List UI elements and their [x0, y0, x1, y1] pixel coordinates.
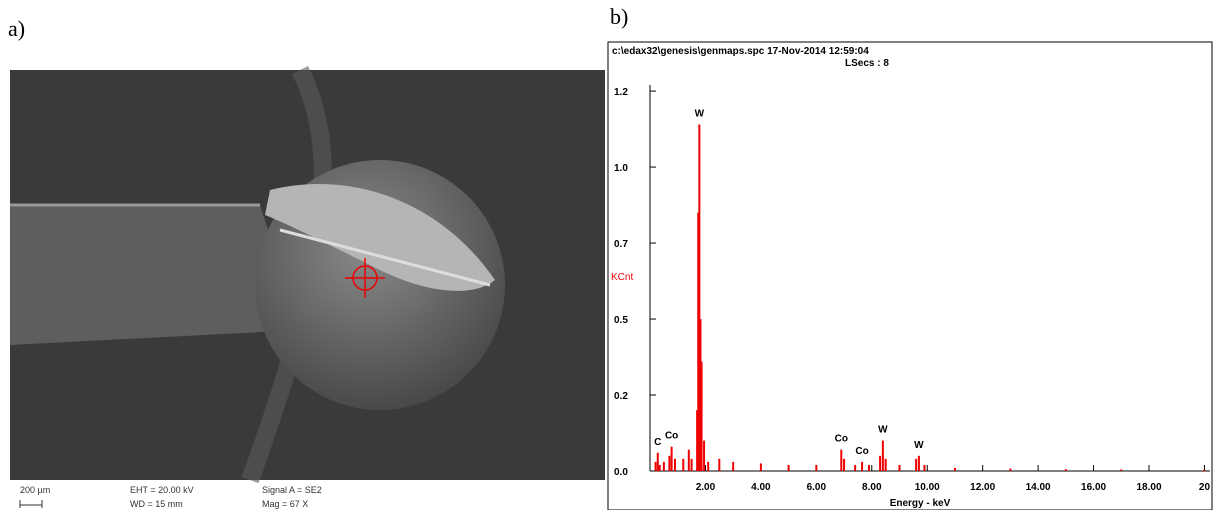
x-tick-label: 2.00: [696, 482, 716, 493]
peak-label: Co: [665, 431, 678, 442]
chart-title: c:\edax32\genesis\genmaps.spc 17-Nov-201…: [612, 46, 869, 57]
x-tick-label: 18.00: [1136, 482, 1161, 493]
chart-subtitle: LSecs : 8: [845, 58, 889, 69]
x-tick-label: 10.00: [915, 482, 940, 493]
scale-bar-label: 200 µm: [20, 485, 50, 495]
peak-label: C: [654, 437, 661, 448]
y-axis-label: KCnt: [611, 272, 633, 283]
sem-image: [10, 65, 605, 484]
x-tick-label: 16.00: [1081, 482, 1106, 493]
sem-info: Mag = 67 X: [262, 499, 308, 509]
x-tick-label: 14.00: [1026, 482, 1051, 493]
y-tick-label: 0.5: [614, 315, 628, 326]
panel-label: a): [8, 16, 25, 41]
y-tick-label: 0.2: [614, 391, 628, 402]
peak-label: W: [878, 425, 888, 436]
x-tick-label: 12.00: [970, 482, 995, 493]
x-axis-label: Energy - keV: [890, 498, 951, 509]
x-tick-label: 4.00: [751, 482, 771, 493]
scale-bar: [19, 500, 43, 508]
x-tick-label: 6.00: [807, 482, 827, 493]
peak-label: W: [695, 109, 705, 120]
peak-label: Co: [855, 446, 868, 457]
sem-info: EHT = 20.00 kV: [130, 485, 194, 495]
sem-info: Signal A = SE2: [262, 485, 322, 495]
peak-label: W: [914, 440, 924, 451]
x-tick-label: 20: [1199, 482, 1211, 493]
chart-frame: [607, 41, 1213, 510]
y-tick-label: 0.0: [614, 467, 628, 478]
y-tick-label: 1.2: [614, 87, 628, 98]
y-tick-label: 1.0: [614, 163, 628, 174]
x-tick-label: 8.00: [862, 482, 882, 493]
y-tick-label: 0.7: [614, 239, 628, 250]
sem-info: WD = 15 mm: [130, 499, 183, 509]
panel-label: b): [610, 4, 628, 29]
peak-label: Co: [835, 434, 848, 445]
